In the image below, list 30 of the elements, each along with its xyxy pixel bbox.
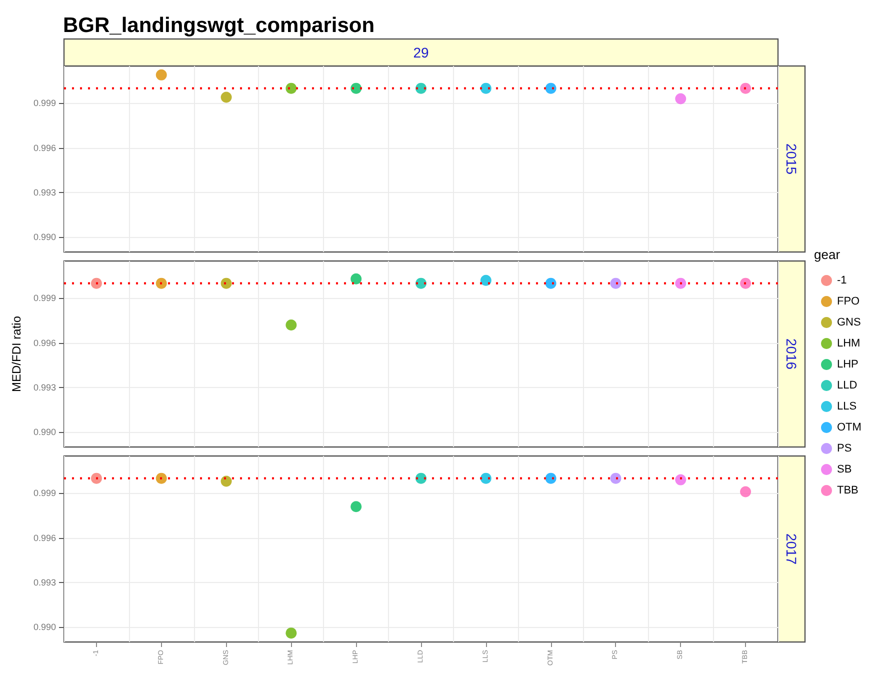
y-tick-label: 0.999	[33, 488, 56, 498]
legend-label: SB	[837, 464, 852, 476]
legend-title: gear	[814, 247, 841, 262]
y-tick-label: 0.999	[33, 98, 56, 108]
legend-label: LLS	[837, 400, 857, 412]
text: 29	[413, 44, 429, 60]
y-tick-label: 0.996	[33, 338, 56, 348]
y-tick-label: 0.990	[33, 232, 56, 242]
y-tick-label: 0.996	[33, 142, 56, 153]
y-tick-label: 0.990	[33, 622, 56, 632]
y-tick-label: 0.999	[33, 293, 56, 304]
y-tick-label: 0.990	[33, 427, 56, 438]
y-tick-label: 0.993	[33, 187, 56, 198]
text: 2016	[784, 338, 800, 370]
text: 2017	[784, 533, 800, 565]
y-tick-label: 0.996	[33, 532, 56, 543]
legend-label: -1	[837, 274, 847, 286]
legend-label: LLD	[837, 380, 858, 392]
legend-label: OTM	[837, 422, 862, 434]
legend-label: FPO	[837, 296, 860, 308]
legend-label: PS	[837, 442, 852, 454]
text: 2015	[784, 143, 800, 175]
y-axis-title: MED/FDI ratio	[10, 316, 24, 392]
chart-title: BGR_landingswgt_comparison	[63, 14, 375, 37]
y-tick-label: 0.993	[33, 577, 56, 588]
y-tick-label: 0.993	[33, 382, 56, 392]
legend-label: GNS	[837, 316, 861, 328]
legend-label: LHP	[837, 358, 858, 370]
legend-label: LHM	[837, 338, 860, 350]
legend-label: TBB	[837, 484, 858, 496]
